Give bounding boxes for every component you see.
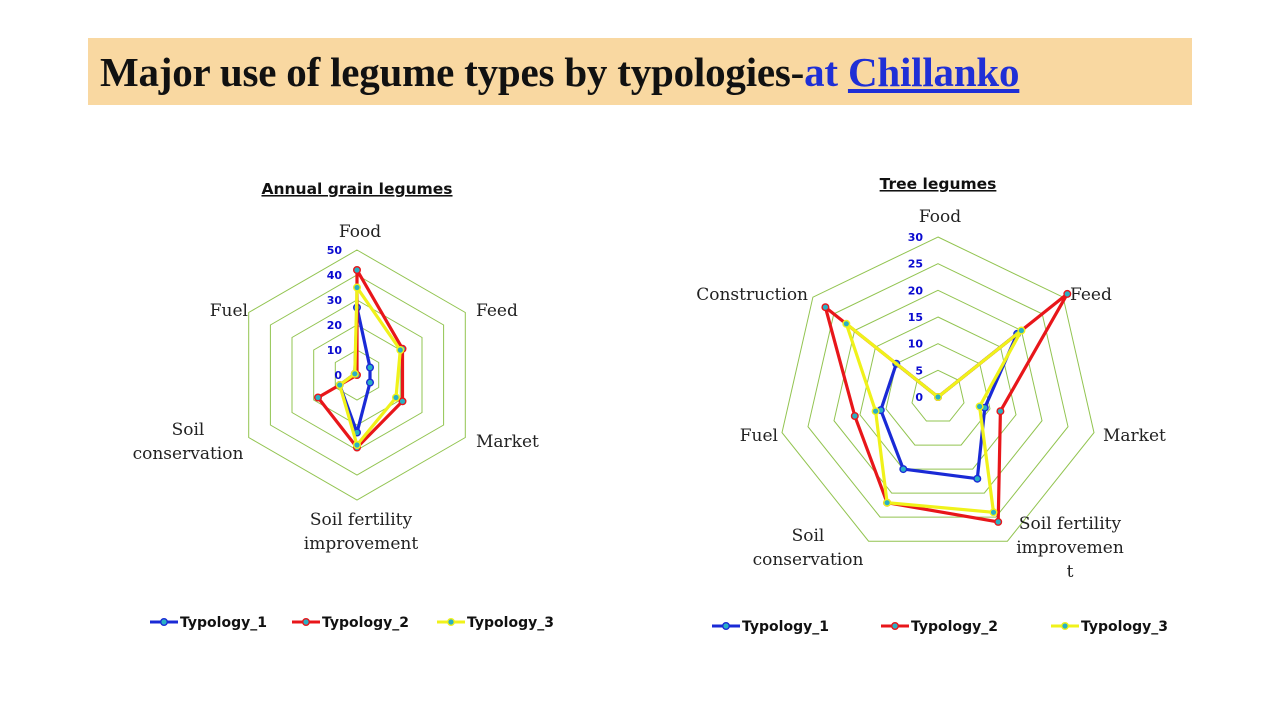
chart2-point-typology-1	[899, 465, 908, 474]
chart1-point-typology-3	[353, 441, 362, 450]
chart2-legend-label-typology-3: Typology_3	[1081, 619, 1168, 635]
chart1-tick-label: 30	[327, 294, 343, 307]
title-place-link[interactable]: Chillanko	[847, 48, 1020, 95]
chart2-point-typology-2	[1063, 289, 1072, 298]
title-main: Major use of legume types by typologies-	[100, 48, 805, 95]
chart1-axis-label-fuel: Fuel	[210, 301, 248, 321]
chart2-point-typology-3	[871, 407, 880, 416]
chart2-grid-ring	[859, 316, 1017, 470]
chart1-title: Annual grain legumes	[261, 180, 452, 198]
chart1-grid-ring	[248, 249, 466, 501]
chart1-point-typology-3	[353, 283, 362, 292]
chart2-tick-label: 25	[908, 258, 923, 271]
chart1-point-typology-3	[392, 393, 401, 402]
chart1-axis-label-soil-conservation: Soil	[172, 420, 205, 440]
chart2-legend-label-typology-1: Typology_1	[742, 619, 829, 635]
chart2-point-typology-2	[996, 407, 1005, 416]
chart1-legend-label-typology-3: Typology_3	[467, 615, 554, 631]
chart1-legend-label-typology-1: Typology_1	[180, 615, 267, 631]
chart2-legend-label-typology-2: Typology_2	[911, 619, 998, 635]
chart2-point-typology-3	[975, 402, 984, 411]
chart1-axis-label-soil-conservation: conservation	[133, 444, 244, 464]
chart2-point-typology-3	[842, 319, 851, 328]
chart2-point-typology-3	[1017, 326, 1026, 335]
chart2-tick-label: 0	[915, 391, 923, 404]
chart2-axis-label-food: Food	[919, 207, 961, 227]
chart2-tick-label: 15	[908, 311, 923, 324]
chart1-point-typology-1	[366, 378, 375, 387]
chart1-legend-marker-typology-1	[159, 618, 168, 627]
chart2-axis-label-soil-fertility-improvement: improvemen	[1016, 538, 1124, 558]
chart1-point-typology-2	[398, 397, 407, 406]
chart1-point-typology-3	[350, 369, 359, 378]
chart1-legend-marker-typology-3	[447, 618, 456, 627]
chart2-legend-marker-typology-3	[1060, 622, 1069, 631]
chart1-tick-label: 0	[334, 369, 342, 382]
chart1-point-typology-3	[335, 381, 344, 390]
chart2-point-typology-2	[821, 303, 830, 312]
chart2-grid-ring	[781, 236, 1095, 542]
chart1-axis-label-soil-fertility-improvement: Soil fertility	[310, 510, 413, 530]
chart2-axis-label-soil-conservation: conservation	[753, 550, 864, 570]
chart1-axis-label-feed: Feed	[476, 301, 518, 321]
chart1-tick-label: 10	[327, 344, 343, 357]
chart1-legend-label-typology-2: Typology_2	[322, 615, 409, 631]
chart2-axis-label-soil-conservation: Soil	[792, 526, 825, 546]
chart1-grid-ring	[334, 349, 380, 401]
chart1-point-typology-2	[353, 266, 362, 275]
chart1-axis-label-food: Food	[339, 222, 381, 242]
title-at: at	[804, 48, 848, 95]
chart1-tick-label: 20	[327, 319, 343, 332]
chart2-point-typology-3	[934, 393, 943, 402]
chart1-axis-label-market: Market	[476, 432, 539, 452]
chart2-axis-label-soil-fertility-improvement: Soil fertility	[1019, 514, 1122, 534]
chart2-grid-ring	[911, 369, 965, 422]
chart1-grid-ring	[269, 274, 445, 476]
chart2-axis-label-feed: Feed	[1070, 285, 1112, 305]
chart1-axis-label-soil-fertility-improvement: improvement	[304, 534, 419, 554]
chart2-tick-label: 20	[908, 284, 924, 297]
chart1-point-typology-3	[396, 346, 405, 355]
chart2-point-typology-3	[989, 508, 998, 517]
slide-title: Major use of legume types by typologies-…	[100, 48, 1020, 96]
chart2-axis-label-construction: Construction	[696, 285, 808, 305]
chart2-point-typology-2	[994, 517, 1003, 526]
chart1-point-typology-1	[366, 363, 375, 372]
chart1-point-typology-2	[314, 393, 323, 402]
chart2-title: Tree legumes	[880, 175, 997, 193]
chart2-tick-label: 10	[908, 338, 924, 351]
chart2-series-line-typology-3	[844, 322, 1024, 514]
chart2-series-line-typology-1	[879, 332, 1019, 481]
chart1-tick-label: 50	[327, 244, 343, 257]
chart2-axis-label-soil-fertility-improvement: t	[1067, 562, 1074, 582]
chart2-legend-marker-typology-1	[722, 622, 731, 631]
chart2-tick-label: 30	[908, 231, 924, 244]
chart1-tick-label: 40	[327, 269, 343, 282]
chart2-legend-marker-typology-2	[891, 622, 900, 631]
chart2-point-typology-2	[850, 412, 859, 421]
chart2-tick-label: 5	[915, 364, 923, 377]
chart2-point-typology-1	[973, 474, 982, 483]
chart2-series-line-typology-2	[823, 292, 1069, 524]
chart1-legend-marker-typology-2	[302, 618, 311, 627]
title-bar: Major use of legume types by typologies-…	[88, 38, 1192, 105]
chart2-grid-ring	[833, 289, 1043, 494]
chart2-axis-label-fuel: Fuel	[740, 426, 778, 446]
chart2-axis-label-market: Market	[1103, 426, 1166, 446]
chart2-point-typology-3	[883, 498, 892, 507]
